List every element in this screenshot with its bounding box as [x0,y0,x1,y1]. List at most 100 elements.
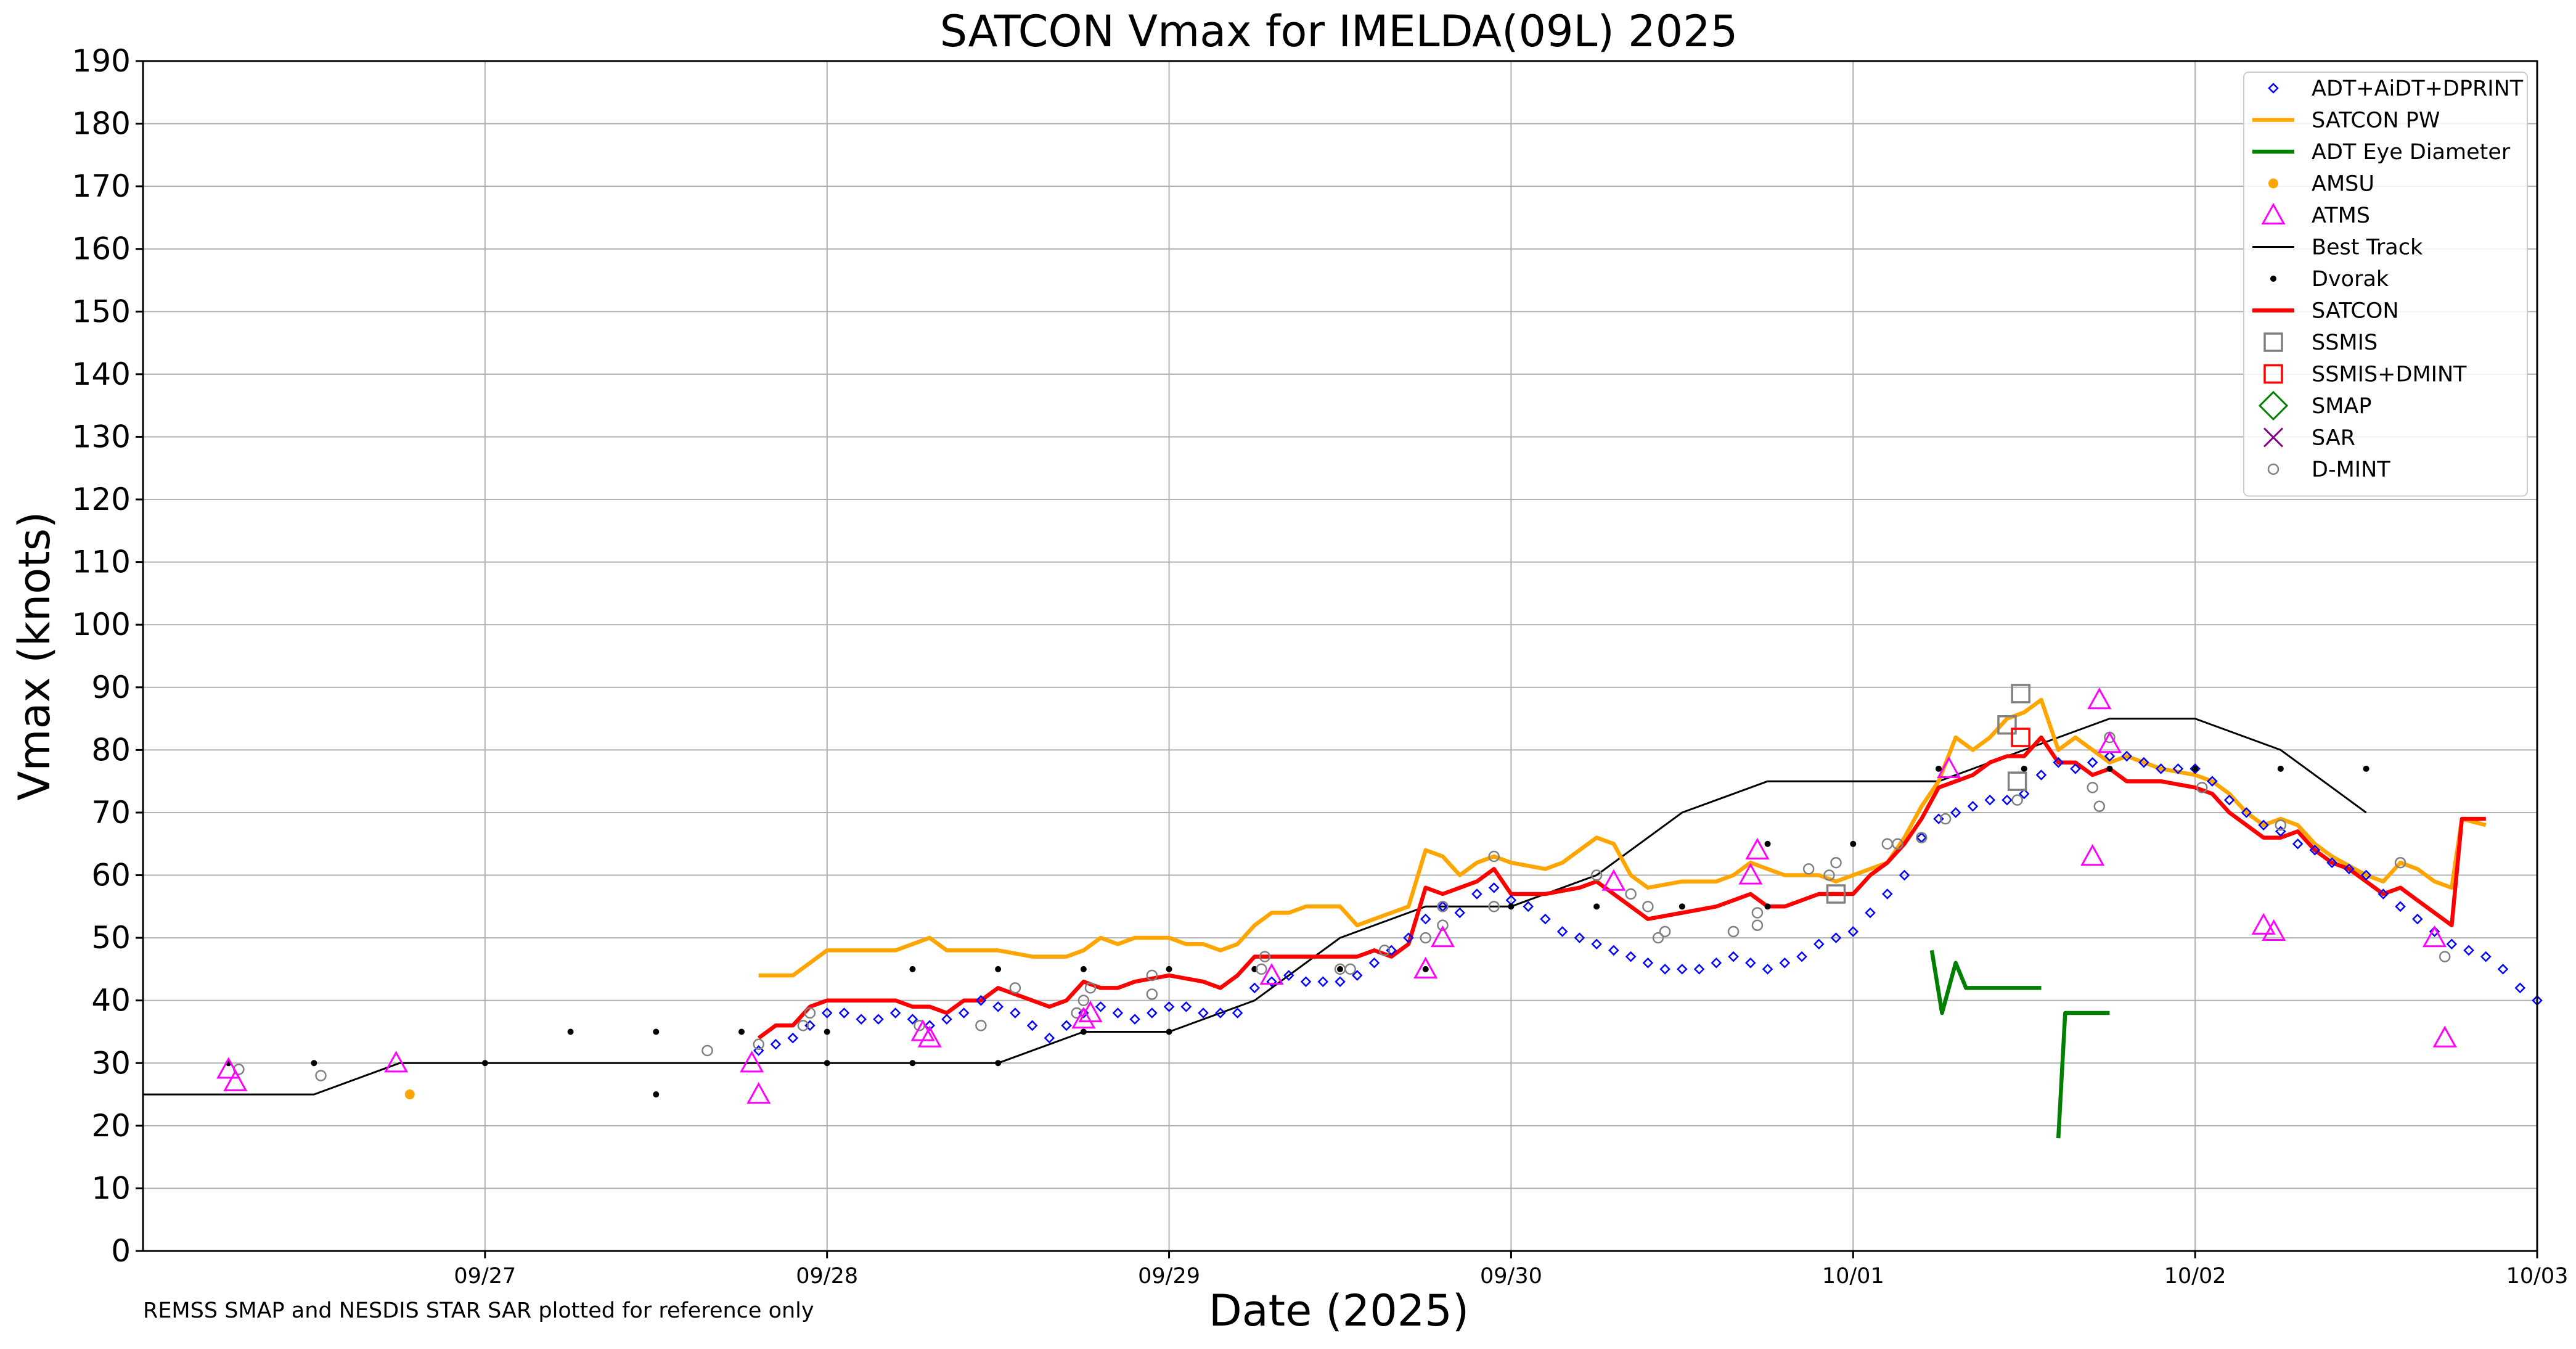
d-mint-point [753,1038,764,1051]
adt-aidt-dprint-point [2002,794,2013,806]
legend-swatch [2268,178,2278,189]
d-mint-point [1830,856,1842,869]
adt-aidt-dprint-point [1488,882,1500,893]
adt-aidt-dprint-point [1026,1020,1038,1031]
atms-point [2087,687,2112,710]
dvorak-point [995,1060,1002,1067]
adt-aidt-dprint-point [889,1007,901,1019]
amsu-point [404,1089,415,1100]
d-mint-point [1823,869,1835,881]
adt-aidt-dprint-point [2326,857,2337,868]
d-mint-point [1256,963,1267,975]
satcon-line [757,735,2486,1040]
adt-aidt-dprint-point [1300,976,1312,987]
adt-aidt-dprint-point [2241,807,2252,818]
series-layer [143,684,2543,1139]
y-tick-label: 50 [91,920,131,956]
dvorak-point [567,1028,574,1035]
y-tick-label: 60 [91,858,131,893]
adt-aidt-dprint-point [2018,788,2030,800]
d-mint-point [1344,963,1356,975]
plot-frame [142,60,2538,1252]
legend: ADT+AiDT+DPRINT SATCON PW ADT Eye Diameter… [2243,72,2528,497]
dvorak-point [2277,765,2284,772]
dvorak-point [1337,966,1343,972]
series-adt-aidt-dprint [753,750,2543,1056]
atms-point [746,1081,771,1104]
d-mint-point [1751,907,1764,919]
adt-aidt-dprint-point [2344,863,2355,875]
adt-aidt-dprint-point [1540,913,1551,925]
d-mint-point [2087,782,2098,793]
legend-swatch [2258,390,2289,421]
legend-label: SSMIS [2312,330,2378,355]
legend-item-satcon-pw: SATCON PW [2252,109,2440,133]
d-mint-point [1751,919,1764,932]
d-mint-point [1892,838,1903,850]
dvorak-point [2021,765,2027,772]
adt-aidt-dprint-point [2070,763,2081,774]
legend-item-adt-eye-diameter: ADT Eye Diameter [2252,140,2511,165]
legend-swatch [2270,276,2276,282]
d-mint-point [1084,982,1097,994]
adt-aidt-dprint-point [1523,901,1534,912]
d-mint-point [2439,951,2451,962]
adt-eye-diameter-line [1929,949,2042,1015]
legend-label: ADT+AiDT+DPRINT [2312,76,2524,101]
legend-label: Dvorak [2312,267,2389,292]
adt-aidt-dprint-point [1061,1020,1072,1031]
adt-aidt-dprint-point [821,1007,833,1019]
adt-aidt-dprint-point [1642,957,1654,969]
adt-aidt-dprint-point [1847,926,1859,937]
series-ssmis-dmint [2011,728,2030,747]
adt-aidt-dprint-point [1625,951,1637,962]
y-tick-label: 10 [91,1170,131,1206]
sar-stroke [2263,427,2284,448]
atms-point [1071,1007,1096,1029]
y-tick-label: 190 [72,43,131,79]
grid-lines [143,60,2538,1252]
dvorak-point [2192,765,2199,772]
d-mint-point [1420,932,1431,944]
ssmis-point [1997,715,2017,735]
adt-aidt-dprint-point [1591,938,1602,950]
x-axis-label: Date (2025) [1209,1285,1469,1336]
legend-swatch [2263,332,2283,352]
adt-aidt-dprint-point [2429,926,2440,937]
adt-aidt-dprint-point [1899,869,1910,881]
adt-aidt-dprint-point [1711,957,1722,969]
adt-aidt-dprint-point [1010,1007,1021,1019]
legend-item-dvorak: Dvorak [2270,267,2389,292]
x-tick-label: 09/28 [796,1264,858,1289]
adt-aidt-dprint-point [1215,1007,1226,1019]
adt-aidt-dprint-point [2172,763,2184,774]
legend-swatch [2263,364,2283,384]
adt-aidt-dprint-point [2412,913,2423,925]
d-mint-point [797,1020,809,1031]
adt-aidt-dprint-point [1865,907,1876,919]
d-mint-point [315,1070,327,1081]
adt-aidt-dprint-point [1471,888,1482,900]
adt-aidt-dprint-point [2378,888,2389,900]
dvorak-point [909,1060,916,1067]
adt-aidt-dprint-point [1198,1007,1209,1019]
ssmis-dmint-point [2011,728,2030,747]
atms-point [223,1069,248,1091]
series-satcon-pw [758,697,2487,978]
atms-point [910,1019,935,1041]
adt-aidt-dprint-point [1830,932,1842,943]
legend-item-satcon: SATCON [2252,299,2399,324]
y-tick-label: 170 [72,168,131,204]
y-tick-label: 30 [91,1045,131,1081]
atms-point [384,1051,409,1073]
d-mint-point [1437,901,1449,912]
d-mint-point [2275,819,2287,831]
adt-aidt-dprint-point [941,1014,952,1025]
adt-aidt-dprint-point [2309,845,2321,856]
dvorak-point [1166,966,1172,972]
adt-aidt-dprint-point [2223,794,2235,806]
d-mint-point [1659,925,1671,938]
adt-aidt-dprint-point [1659,964,1670,975]
series-atms [216,687,2457,1104]
adt-aidt-dprint-point [2155,763,2167,774]
